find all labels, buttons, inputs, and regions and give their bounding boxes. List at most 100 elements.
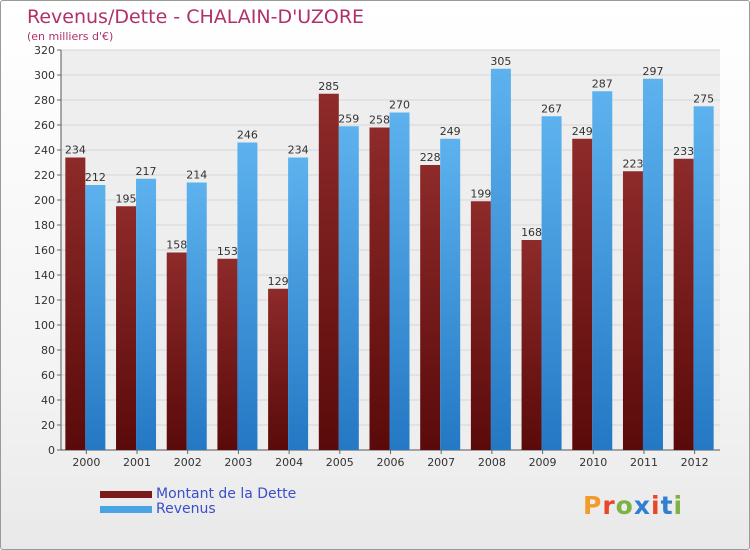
bar-dette [521,240,542,450]
y-tick-label: 320 [34,44,55,57]
bar-dette [166,252,187,450]
y-tick-label: 60 [41,369,55,382]
chart-title: Revenus/Dette - CHALAIN-D'UZORE [27,6,365,28]
y-tick-label: 20 [41,419,55,432]
x-tick-label: 2012 [681,456,709,469]
y-tick-label: 180 [34,219,55,232]
data-label: 212 [85,171,106,184]
proxiti-logo: Proxiti [583,491,683,520]
data-label: 234 [288,144,309,157]
legend-swatch-debt [100,491,152,498]
data-label: 129 [268,275,289,288]
data-label: 285 [318,80,339,93]
x-tick-label: 2010 [579,456,607,469]
data-label: 305 [490,55,511,68]
logo-letter: x [633,491,651,520]
data-label: 217 [136,165,157,178]
y-tick-label: 160 [34,244,55,257]
x-tick-label: 2001 [123,456,151,469]
y-tick-label: 220 [34,169,55,182]
x-tick-label: 2003 [224,456,252,469]
logo-letter: i [651,491,661,520]
bar-dette [369,127,390,450]
bar-revenus [288,157,309,450]
data-label: 297 [642,65,663,78]
logo-letter: i [673,491,684,520]
data-label: 214 [186,169,207,182]
data-label: 259 [338,112,359,125]
bar-dette [318,93,339,450]
bar-dette [470,201,491,450]
bar-dette [65,157,86,450]
logo-letter: o [615,491,634,520]
data-label: 267 [541,102,562,115]
y-tick-label: 280 [34,94,55,107]
bar-revenus [136,178,157,450]
bar-dette [268,288,289,450]
bar-revenus [541,116,562,450]
y-tick-label: 80 [41,344,55,357]
bar-dette [217,258,238,450]
data-label: 158 [166,239,187,252]
bar-revenus [237,142,258,450]
bar-revenus [85,185,106,450]
data-label: 246 [237,129,258,142]
bar-revenus [642,78,663,450]
y-tick-label: 100 [34,319,55,332]
legend-label-debt: Montant de la Dette [156,486,297,502]
x-tick-label: 2007 [427,456,455,469]
bar-dette [420,165,441,450]
bar-dette [622,171,643,450]
y-tick-label: 200 [34,194,55,207]
bar-revenus [338,126,359,450]
x-tick-label: 2000 [72,456,100,469]
legend: Montant de la Dette Revenus [100,487,296,517]
bar-dette [116,206,137,450]
data-label: 153 [217,245,238,258]
logo-letter: r [602,491,616,520]
bar-revenus [592,91,613,450]
legend-label-revenus: Revenus [156,501,216,517]
data-label: 233 [673,145,694,158]
data-label: 234 [65,144,86,157]
chart-subtitle: (en milliers d'€) [27,30,114,43]
bar-dette [572,138,593,450]
data-label: 228 [420,151,441,164]
bar-revenus [490,68,511,450]
bar-revenus [389,112,410,450]
legend-item-debt: Montant de la Dette [100,487,296,502]
x-tick-label: 2004 [275,456,303,469]
legend-swatch-revenus [100,506,152,513]
x-tick-label: 2008 [478,456,506,469]
y-tick-label: 260 [34,119,55,132]
x-tick-label: 2005 [326,456,354,469]
x-tick-label: 2002 [174,456,202,469]
y-tick-label: 0 [48,444,55,457]
x-tick-label: 2006 [377,456,405,469]
logo-letter: P [583,491,603,520]
bar-revenus [186,182,207,450]
data-label: 270 [389,99,410,112]
data-label: 249 [572,125,593,138]
bar-revenus [693,106,714,450]
x-tick-label: 2011 [630,456,658,469]
data-label: 258 [369,114,390,127]
legend-item-revenus: Revenus [100,502,296,517]
y-tick-label: 40 [41,394,55,407]
data-label: 223 [622,157,643,170]
y-tick-label: 240 [34,144,55,157]
data-label: 168 [521,226,542,239]
logo-letter: t [660,491,674,520]
data-label: 275 [693,92,714,105]
y-tick-label: 120 [34,294,55,307]
y-tick-label: 300 [34,69,55,82]
bar-dette [673,158,694,450]
x-tick-label: 2009 [529,456,557,469]
y-tick-label: 140 [34,269,55,282]
data-label: 249 [440,125,461,138]
data-label: 287 [592,77,613,90]
data-label: 199 [470,187,491,200]
bar-revenus [440,138,461,450]
data-label: 195 [116,192,137,205]
